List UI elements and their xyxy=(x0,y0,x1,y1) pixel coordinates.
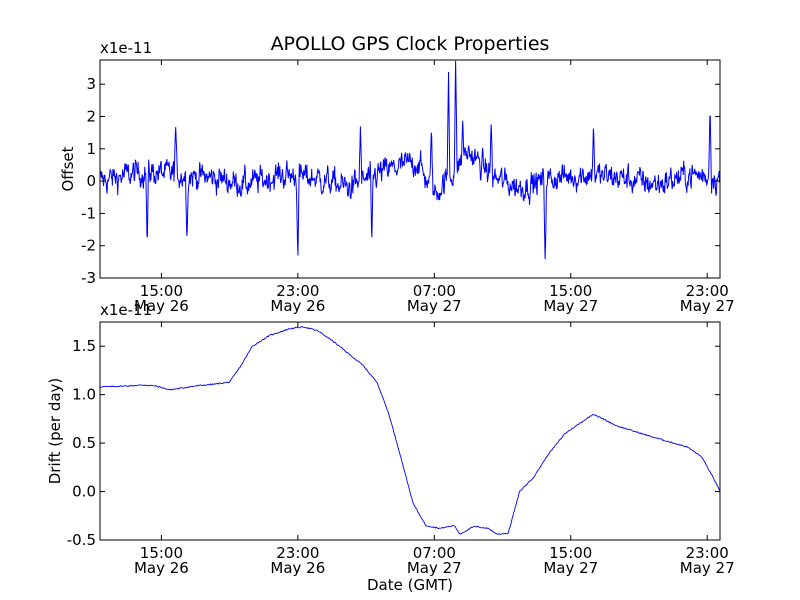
drift-xtick-date-1: May 26 xyxy=(270,559,325,577)
offset-series xyxy=(99,60,721,260)
offset-ytick-label-5: 2 xyxy=(86,108,96,126)
drift-xtick-time-0: 15:00 xyxy=(140,544,183,562)
offset-ytick-label-0: -3 xyxy=(81,269,96,287)
offset-xtick-date-4: May 27 xyxy=(680,297,735,315)
offset-ytick-label-2: -1 xyxy=(81,204,96,222)
drift-xtick-time-2: 07:00 xyxy=(413,544,456,562)
drift-ytick-label-4: 1.5 xyxy=(72,337,96,355)
drift-ytick-label-1: 0.0 xyxy=(72,483,96,501)
drift-y-label: Drift (per day) xyxy=(46,378,64,485)
drift-axes-frame xyxy=(99,321,721,541)
offset-xtick-time-3: 15:00 xyxy=(549,282,592,300)
offset-axes: APOLLO GPS Clock Properties x1e-11 Offse… xyxy=(59,33,735,315)
offset-xtick-time-2: 07:00 xyxy=(413,282,456,300)
offset-xtick-date-0: May 26 xyxy=(134,297,189,315)
offset-y-multiplier: x1e-11 xyxy=(100,39,152,57)
chart-title: APOLLO GPS Clock Properties xyxy=(271,33,550,55)
offset-xtick-time-4: 23:00 xyxy=(686,282,729,300)
drift-xtick-time-1: 23:00 xyxy=(276,544,319,562)
drift-xtick-date-4: May 27 xyxy=(680,559,735,577)
offset-axes-frame xyxy=(99,59,721,279)
offset-ytick-label-4: 1 xyxy=(86,140,96,158)
drift-xtick-date-2: May 27 xyxy=(407,559,462,577)
offset-xtick-date-2: May 27 xyxy=(407,297,462,315)
drift-ytick-label-0: -0.5 xyxy=(67,531,96,549)
drift-ytick-label-2: 0.5 xyxy=(72,434,96,452)
drift-series-line xyxy=(99,326,721,536)
offset-xtick-date-3: May 27 xyxy=(543,297,598,315)
offset-ytick-label-6: 3 xyxy=(86,75,96,93)
offset-xtick-date-1: May 26 xyxy=(270,297,325,315)
drift-x-label: Date (GMT) xyxy=(367,576,453,594)
drift-y-multiplier: x1e-11 xyxy=(100,301,152,319)
offset-y-label: Offset xyxy=(59,146,77,191)
drift-axes: x1e-11 Drift (per day) Date (GMT) -0.5 0.… xyxy=(46,301,735,594)
offset-series-line xyxy=(99,60,721,260)
offset-ytick-label-1: -2 xyxy=(81,237,96,255)
offset-xtick-time-0: 15:00 xyxy=(140,282,183,300)
drift-xtick-date-0: May 26 xyxy=(134,559,189,577)
drift-xtick-time-4: 23:00 xyxy=(686,544,729,562)
drift-series xyxy=(99,326,721,536)
drift-ytick-label-3: 1.0 xyxy=(72,386,96,404)
offset-xtick-time-1: 23:00 xyxy=(276,282,319,300)
drift-xtick-date-3: May 27 xyxy=(543,559,598,577)
drift-xtick-time-3: 15:00 xyxy=(549,544,592,562)
offset-ytick-label-3: 0 xyxy=(86,172,96,190)
